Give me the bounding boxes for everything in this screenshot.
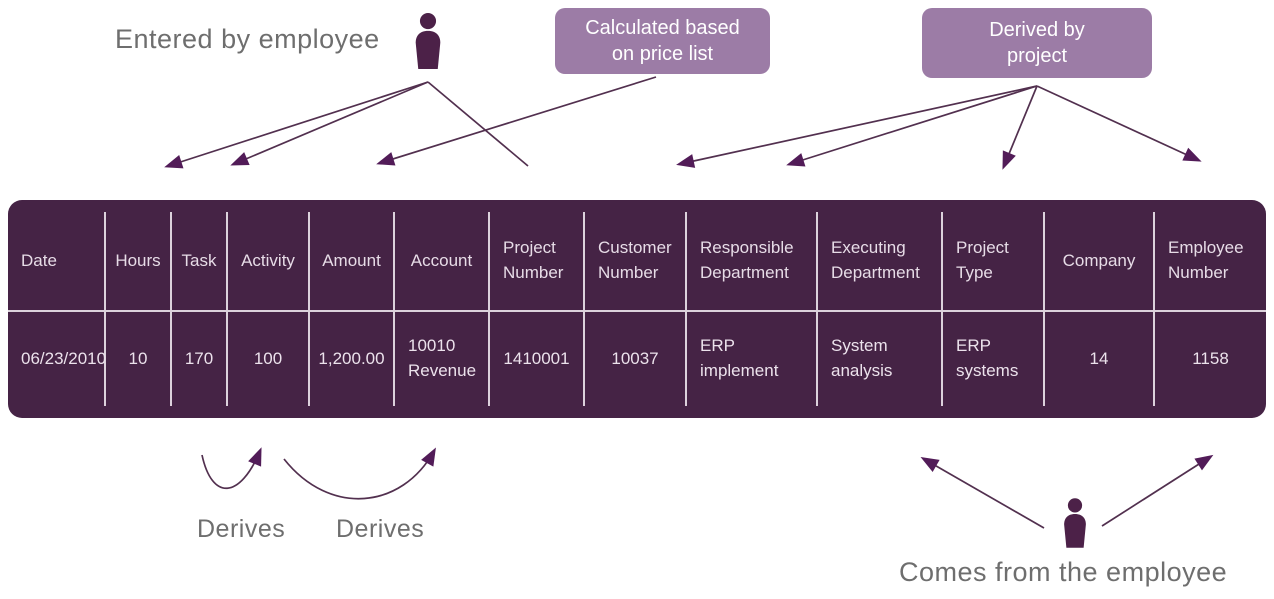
table-cell: System analysis xyxy=(818,312,943,406)
derives-label-1: Derives xyxy=(197,515,286,543)
arrow-employee-to-executing-department xyxy=(920,457,1045,529)
derived-box-line1: Derived by xyxy=(989,19,1085,41)
column-header: Activity xyxy=(228,212,310,310)
column-header: Project Type xyxy=(943,212,1045,310)
column-header: Responsible Department xyxy=(687,212,818,310)
arrow-derived-to-responsible-department xyxy=(786,85,1038,167)
employee-person-icon-bottom xyxy=(1064,498,1086,548)
arrow-derives-task-to-activity xyxy=(201,447,262,490)
table-cell: ERP systems xyxy=(943,312,1045,406)
column-header: Executing Department xyxy=(818,212,943,310)
table-cell: 1158 xyxy=(1192,348,1229,368)
derives-label-2: Derives xyxy=(336,515,425,543)
column-header: Task xyxy=(172,212,228,310)
table-cell: 1,200.00 xyxy=(310,312,395,406)
table-cell: 10 xyxy=(106,312,172,406)
arrow-derives-activity-to-account xyxy=(283,447,436,500)
employee-person-icon xyxy=(415,13,441,69)
entered-by-employee-label: Entered by employee xyxy=(115,24,380,54)
derived-by-project-box: Derived by project xyxy=(922,8,1152,78)
column-header: Project Number xyxy=(490,212,585,310)
table-cell: 100 xyxy=(228,312,310,406)
arrow-employee-to-date xyxy=(164,81,429,169)
arrow-derived-to-employee-number xyxy=(1036,85,1202,162)
arrow-derived-to-project-type xyxy=(1002,85,1038,170)
calculated-box-line1: Calculated based xyxy=(585,17,740,39)
column-header: Employee Number xyxy=(1168,238,1244,282)
table-cell: 1410001 xyxy=(490,312,585,406)
calculated-price-list-box: Calculated based on price list xyxy=(555,8,770,74)
table-cell: 14 xyxy=(1045,312,1155,406)
column-header: Hours xyxy=(106,212,172,310)
table-cell: 170 xyxy=(172,312,228,406)
table-cell: 06/23/2010 xyxy=(8,312,106,406)
derived-box-line2: project xyxy=(1006,45,1068,67)
arrow-derived-to-customer-number xyxy=(676,85,1038,168)
table-cell: ERP implement xyxy=(687,312,818,406)
column-header: Company xyxy=(1045,212,1155,310)
arrow-employee-to-task xyxy=(230,81,429,166)
table-data-row: 06/23/2010 10 170 100 1,200.00 10010 Revenue 1… xyxy=(8,310,1266,418)
comes-from-employee-label: Comes from the employee xyxy=(899,557,1228,587)
column-header: Account xyxy=(395,212,490,310)
column-header: Date xyxy=(8,212,106,310)
table-cell: 10037 xyxy=(585,312,687,406)
arrow-employee-to-employee-number xyxy=(1101,454,1214,527)
timesheet-table: Date Hours Task Activity Amount Account Projec… xyxy=(8,200,1266,418)
table-header-row: Date Hours Task Activity Amount Account Projec… xyxy=(8,200,1266,310)
table-cell: 10010 Revenue xyxy=(395,312,490,406)
column-header: Customer Number xyxy=(585,212,687,310)
line-employee-to-project-number xyxy=(427,81,529,167)
column-header: Amount xyxy=(310,212,395,310)
arrow-calculated-to-amount xyxy=(376,76,657,166)
calculated-box-line2: on price list xyxy=(611,43,714,65)
